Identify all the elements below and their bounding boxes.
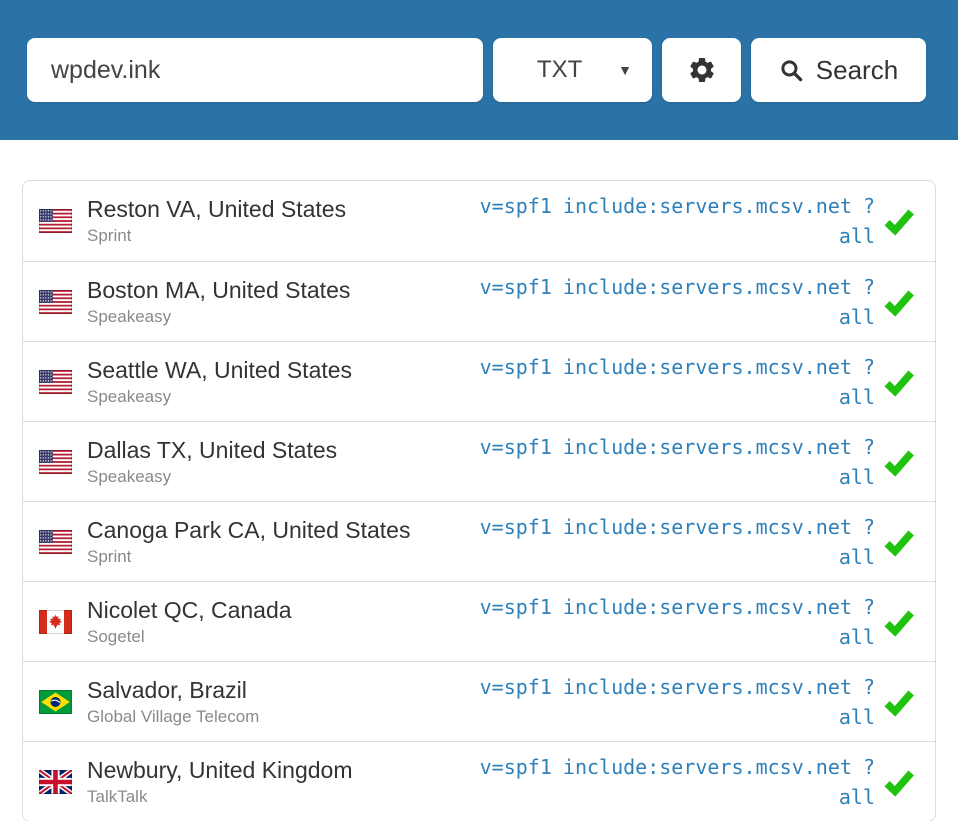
check-icon [875,685,923,719]
server-info: Salvador, Brazil Global Village Telecom [87,676,475,728]
result-row: Salvador, Brazil Global Village Telecom … [23,661,935,741]
server-location: Salvador, Brazil [87,676,247,703]
server-provider: Speakeasy [87,466,172,486]
server-provider: Global Village Telecom [87,706,260,726]
server-info: Newbury, United Kingdom TalkTalk [87,756,475,808]
search-button-label: Search [815,54,899,85]
server-info: Canoga Park CA, United States Sprint [87,516,475,568]
server-provider: Speakeasy [87,306,172,326]
result-row: Canoga Park CA, United States Sprint v=s… [23,501,935,581]
domain-input[interactable] [27,38,483,102]
dns-record-value: v=spf1 include:servers.mcsv.net ?all [479,594,875,649]
server-provider: Sprint [87,546,132,566]
server-location: Reston VA, United States [87,196,347,222]
server-location: Canoga Park CA, United States [87,516,411,543]
check-icon [875,525,923,559]
dns-record-value: v=spf1 include:servers.mcsv.net ?all [479,514,875,569]
server-provider: Sogetel [87,626,145,646]
us-flag-icon [39,449,72,474]
server-location: Dallas TX, United States [87,436,338,463]
server-location: Boston MA, United States [87,276,351,303]
check-icon [875,445,923,479]
record-type-select[interactable]: TXT ▼ [493,38,652,102]
search-bar: TXT ▼ Search [0,0,958,140]
ca-flag-icon [39,609,72,634]
chevron-down-icon: ▼ [618,62,632,78]
result-row: Dallas TX, United States Speakeasy v=spf… [23,421,935,501]
record-type-value: TXT [537,56,583,83]
result-row: Boston MA, United States Speakeasy v=spf… [23,261,935,341]
dns-record-value: v=spf1 include:servers.mcsv.net ?all [479,674,875,729]
check-icon [875,365,923,399]
br-flag-icon [39,689,72,714]
gb-flag-icon [39,769,72,794]
server-info: Seattle WA, United States Speakeasy [87,356,475,408]
server-info: Reston VA, United States Sprint [87,195,475,247]
results-list: Reston VA, United States Sprint v=spf1 i… [22,180,936,821]
server-location: Seattle WA, United States [87,356,353,383]
check-icon [875,204,923,238]
settings-button[interactable] [662,38,741,102]
us-flag-icon [39,369,72,394]
dns-record-value: v=spf1 include:servers.mcsv.net ?all [479,274,875,329]
server-provider: TalkTalk [87,786,148,806]
server-info: Boston MA, United States Speakeasy [87,276,475,328]
check-icon [875,285,923,319]
server-provider: Speakeasy [87,386,172,406]
dns-record-value: v=spf1 include:servers.mcsv.net ?all [479,754,875,809]
dns-record-value: v=spf1 include:servers.mcsv.net ?all [479,194,875,248]
result-row: Seattle WA, United States Speakeasy v=sp… [23,341,935,421]
check-icon [875,765,923,799]
result-row: Newbury, United Kingdom TalkTalk v=spf1 … [23,741,935,821]
result-row: Nicolet QC, Canada Sogetel v=spf1 includ… [23,581,935,661]
check-icon [875,605,923,639]
server-location: Nicolet QC, Canada [87,596,292,623]
us-flag-icon [39,529,72,554]
dns-record-value: v=spf1 include:servers.mcsv.net ?all [479,434,875,489]
result-row: Reston VA, United States Sprint v=spf1 i… [23,181,935,261]
server-location: Newbury, United Kingdom [87,756,353,783]
server-info: Nicolet QC, Canada Sogetel [87,596,475,648]
search-button[interactable]: Search [751,38,926,102]
server-info: Dallas TX, United States Speakeasy [87,436,475,488]
us-flag-icon [39,289,72,314]
magnifier-icon [779,58,804,83]
us-flag-icon [39,209,72,233]
dns-record-value: v=spf1 include:servers.mcsv.net ?all [479,354,875,409]
gear-icon [687,55,717,85]
server-provider: Sprint [87,226,132,245]
